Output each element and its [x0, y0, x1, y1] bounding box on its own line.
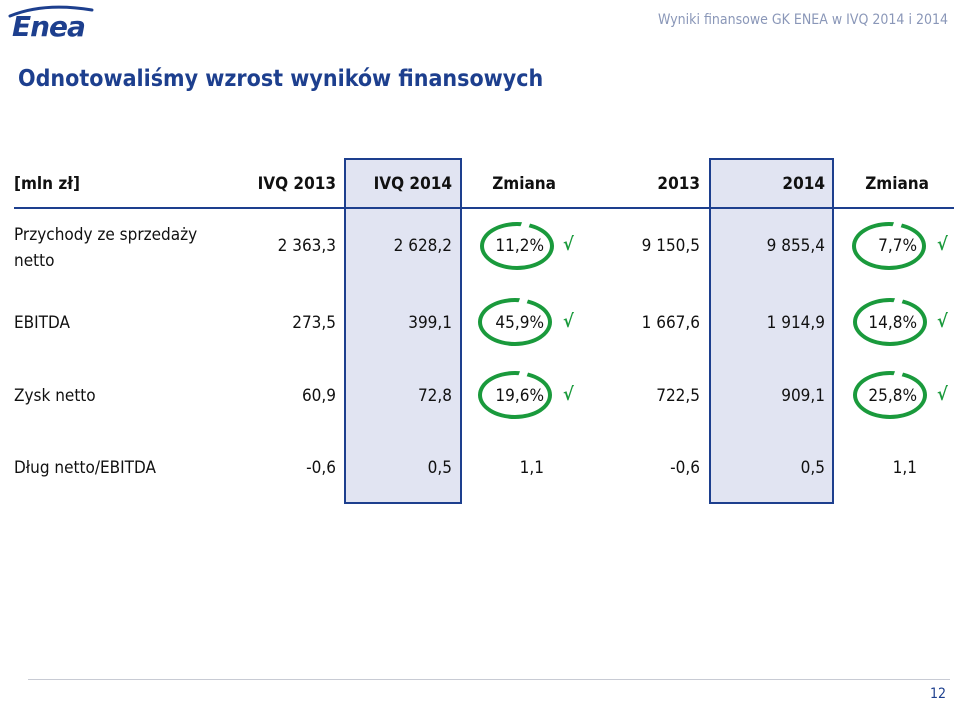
footer-divider: [28, 679, 950, 680]
row-label: EBITDA: [14, 313, 70, 333]
check-icon: √: [563, 311, 574, 332]
enea-logo: Enea: [4, 4, 114, 44]
highlight-circle-icon: [853, 298, 927, 346]
value-ivq2013: -0,6: [306, 458, 336, 478]
value-2013: 1 667,6: [641, 313, 700, 333]
value-2014: 909,1: [781, 386, 825, 406]
highlight-circle-icon: [478, 371, 552, 419]
check-icon: √: [937, 384, 948, 405]
check-icon: √: [563, 234, 574, 255]
value-change-y: 7,7%: [878, 236, 917, 256]
column-header-ivq2013: IVQ 2013: [257, 174, 336, 194]
column-header-change-y: Zmiana: [865, 174, 929, 194]
check-icon: √: [937, 311, 948, 332]
highlight-circle-icon: [853, 371, 927, 419]
column-header-2014: 2014: [782, 174, 825, 194]
value-ivq2014: 72,8: [417, 386, 452, 406]
row-label: Zysk netto: [14, 386, 96, 406]
column-header-change-q: Zmiana: [492, 174, 556, 194]
value-change-y: 1,1: [892, 458, 917, 478]
highlight-circle-icon: [480, 222, 554, 270]
value-change-y: 14,8%: [868, 313, 917, 333]
value-2014: 9 855,4: [766, 236, 825, 256]
slide-title: Odnotowaliśmy wzrost wyników finansowych: [18, 66, 544, 92]
check-icon: √: [563, 384, 574, 405]
row-label: Dług netto/EBITDA: [14, 458, 156, 478]
check-icon: √: [937, 234, 948, 255]
value-change-y: 25,8%: [868, 386, 917, 406]
value-2013: 9 150,5: [641, 236, 700, 256]
value-2014: 0,5: [800, 458, 825, 478]
highlight-column-2014: [709, 158, 834, 504]
value-ivq2014: 0,5: [427, 458, 452, 478]
row-label: Przychody ze sprzedaży: [14, 225, 198, 245]
value-2014: 1 914,9: [766, 313, 825, 333]
page-number: 12: [929, 686, 946, 702]
value-change-q: 19,6%: [495, 386, 544, 406]
value-ivq2013: 60,9: [301, 386, 336, 406]
highlight-circle-icon: [852, 222, 926, 270]
highlight-circle-icon: [478, 298, 552, 346]
row-label-line2: netto: [14, 251, 55, 271]
highlight-column-ivq2014: [344, 158, 462, 504]
value-ivq2013: 273,5: [292, 313, 336, 333]
value-2013: -0,6: [670, 458, 700, 478]
value-ivq2014: 399,1: [408, 313, 452, 333]
header-divider: [14, 207, 954, 209]
value-change-q: 45,9%: [495, 313, 544, 333]
column-header-2013: 2013: [657, 174, 700, 194]
value-2013: 722,5: [656, 386, 700, 406]
header-title: Wyniki finansowe GK ENEA w IVQ 2014 i 20…: [658, 12, 948, 28]
value-change-q: 1,1: [519, 458, 544, 478]
column-header-ivq2014: IVQ 2014: [373, 174, 452, 194]
value-change-q: 11,2%: [495, 236, 544, 256]
logo-swoosh-icon: [8, 5, 94, 18]
unit-label: [mln zł]: [14, 174, 80, 194]
value-ivq2013: 2 363,3: [277, 236, 336, 256]
logo-text: Enea: [12, 10, 86, 43]
value-ivq2014: 2 628,2: [393, 236, 452, 256]
